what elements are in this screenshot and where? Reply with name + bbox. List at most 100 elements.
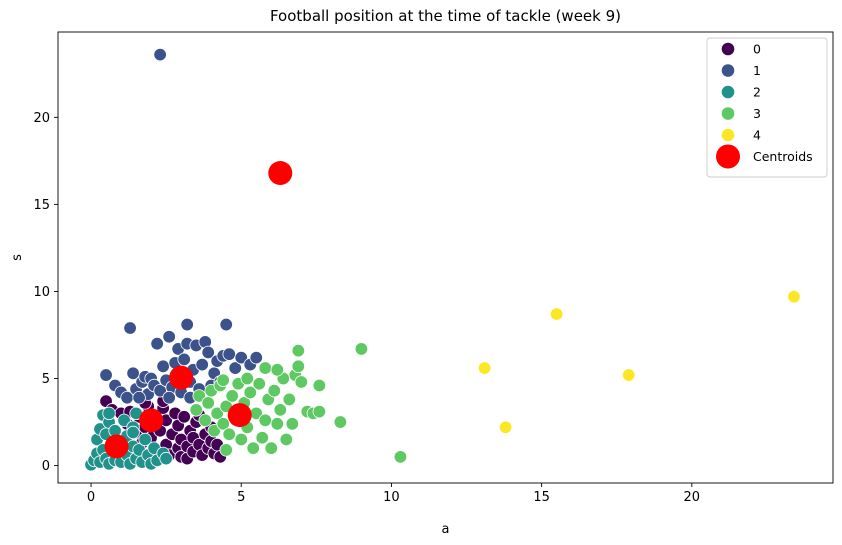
data-point	[177, 410, 191, 424]
centroid-point	[268, 161, 293, 186]
data-point	[243, 385, 257, 400]
data-point	[195, 357, 209, 372]
legend-label: 4	[753, 128, 761, 143]
data-point	[787, 289, 801, 304]
legend-label: 0	[753, 42, 761, 57]
y-tick-label: 10	[33, 285, 50, 300]
ticks-layer: 0 5 10 15 20 0 5 10 15 20	[33, 111, 700, 505]
data-point	[285, 417, 300, 431]
data-point	[354, 342, 369, 356]
data-point	[234, 350, 248, 365]
data-point	[477, 361, 492, 375]
data-point	[282, 392, 296, 407]
data-point	[198, 413, 212, 428]
data-point	[222, 427, 236, 441]
x-axis-label: a	[442, 522, 450, 537]
data-point	[228, 361, 242, 375]
data-point	[207, 424, 221, 438]
data-point	[246, 441, 260, 455]
data-point	[189, 403, 203, 417]
series-1	[99, 47, 263, 405]
data-point	[159, 451, 173, 466]
data-point	[549, 307, 564, 321]
data-point	[117, 413, 131, 428]
x-tick-label: 10	[383, 490, 400, 505]
y-tick-label: 20	[33, 111, 50, 126]
data-point	[123, 321, 137, 335]
centroid-point	[104, 434, 129, 459]
data-point	[99, 368, 113, 382]
data-point	[219, 317, 233, 332]
chart-title: Football position at the time of tackle …	[270, 7, 621, 25]
data-point	[102, 406, 116, 421]
data-point	[201, 396, 215, 410]
series-centroids	[104, 161, 293, 459]
data-point	[270, 417, 284, 431]
data-point	[258, 413, 272, 428]
legend-box	[706, 37, 828, 178]
data-point	[177, 352, 191, 367]
data-point	[264, 441, 278, 455]
y-tick-label: 15	[33, 198, 50, 213]
x-tick-label: 20	[684, 490, 701, 505]
data-point	[153, 47, 167, 62]
data-point	[132, 390, 146, 405]
data-point	[192, 389, 206, 403]
legend-label: 1	[753, 63, 761, 78]
legend-label: 2	[753, 85, 761, 100]
legend-marker	[716, 144, 740, 169]
data-point	[294, 375, 309, 389]
data-point	[210, 406, 224, 421]
data-point	[180, 317, 194, 332]
data-point	[273, 403, 287, 417]
data-point	[498, 420, 513, 434]
legend-marker	[721, 64, 735, 77]
data-point	[126, 425, 140, 440]
y-tick-label: 5	[42, 372, 50, 387]
data-point	[291, 359, 306, 374]
data-point	[219, 443, 233, 457]
data-point	[156, 359, 170, 374]
legend-label: Centroids	[753, 149, 813, 164]
legend-marker	[721, 128, 735, 142]
x-tick-label: 0	[87, 490, 95, 505]
series-2	[84, 406, 173, 472]
series-4	[477, 289, 801, 434]
y-tick-label: 0	[42, 459, 50, 474]
data-point	[270, 363, 284, 377]
data-point	[162, 390, 176, 405]
data-point	[201, 345, 215, 360]
data-point	[258, 361, 272, 375]
plot-frame	[57, 31, 834, 484]
y-axis-label: s	[10, 254, 25, 261]
data-point	[279, 432, 293, 447]
x-tick-label: 5	[237, 490, 245, 505]
data-point	[216, 373, 230, 387]
legend-marker	[721, 42, 735, 56]
series-3	[189, 342, 408, 464]
data-point	[240, 371, 254, 386]
legend-label: 3	[753, 106, 761, 121]
data-point	[252, 377, 266, 391]
data-point	[267, 384, 281, 398]
data-point	[216, 417, 230, 431]
data-point	[312, 404, 327, 419]
data-point	[333, 415, 348, 429]
data-point	[138, 432, 152, 447]
data-point	[222, 347, 236, 361]
data-point	[393, 450, 408, 464]
legend-marker	[721, 107, 735, 120]
centroid-point	[169, 365, 194, 390]
data-point	[291, 343, 306, 358]
data-point	[312, 378, 327, 393]
legend: 0 1 2 3 4 Centroids	[706, 37, 828, 178]
legend-marker	[721, 85, 735, 99]
x-tick-label: 15	[533, 490, 550, 505]
data-point	[225, 389, 239, 403]
data-point	[150, 336, 164, 351]
centroid-point	[227, 403, 252, 428]
data-point	[255, 431, 269, 445]
data-point	[162, 330, 176, 344]
data-point	[622, 368, 636, 382]
